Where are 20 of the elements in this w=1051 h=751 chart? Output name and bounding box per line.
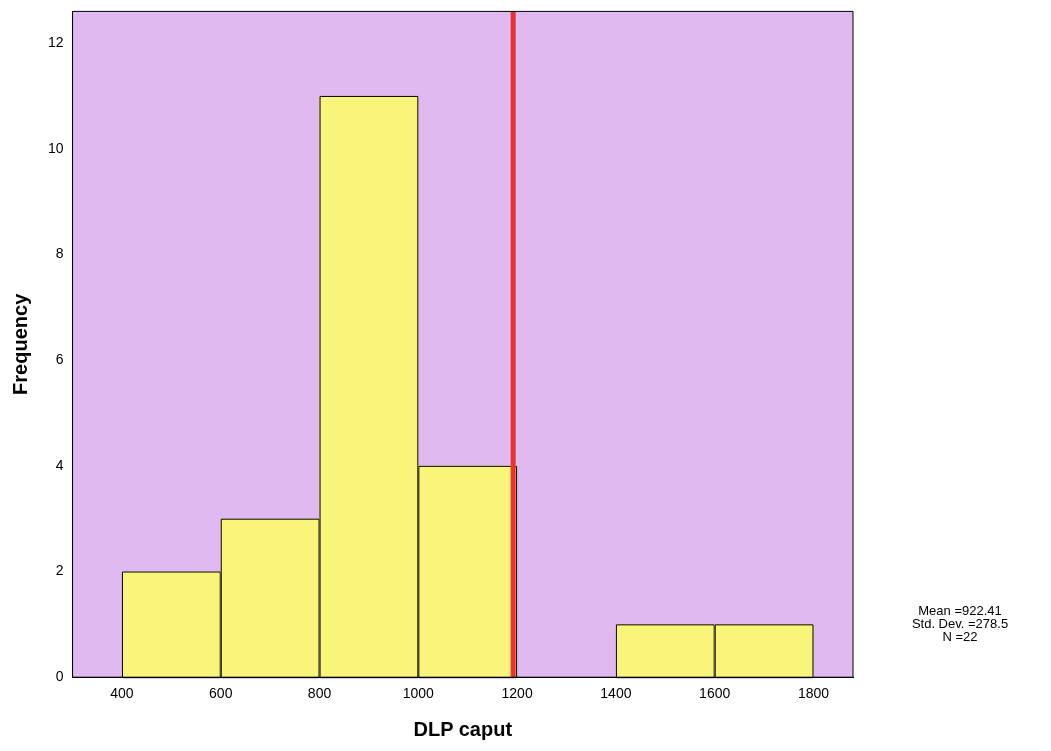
y-tick-label: 4 — [55, 456, 64, 473]
x-tick-label: 400 — [110, 685, 134, 702]
y-tick-label: 0 — [55, 668, 64, 685]
x-tick-label: 600 — [209, 685, 233, 702]
y-tick-label: 6 — [55, 351, 64, 368]
text: Mean =922.41 — [918, 603, 1002, 619]
x-tick-label: 800 — [307, 685, 332, 702]
x-tick-label: 1800 — [797, 685, 830, 702]
x-tick-label: 1200 — [501, 685, 533, 702]
text: N =22 — [942, 629, 978, 645]
y-tick-label: 12 — [47, 33, 64, 50]
x-tick-label: 1000 — [402, 685, 435, 702]
y-tick-label: 8 — [55, 245, 64, 262]
y-axis-title: Frequency — [8, 292, 31, 395]
x-axis-title: DLP caput — [413, 717, 513, 740]
y-tick-label: 2 — [55, 562, 64, 579]
x-tick-label: 1400 — [600, 685, 632, 702]
x-tick-label: 1600 — [699, 685, 731, 702]
text: Std. Dev. =278.5 — [911, 616, 1009, 632]
y-tick-label: 10 — [47, 139, 64, 156]
